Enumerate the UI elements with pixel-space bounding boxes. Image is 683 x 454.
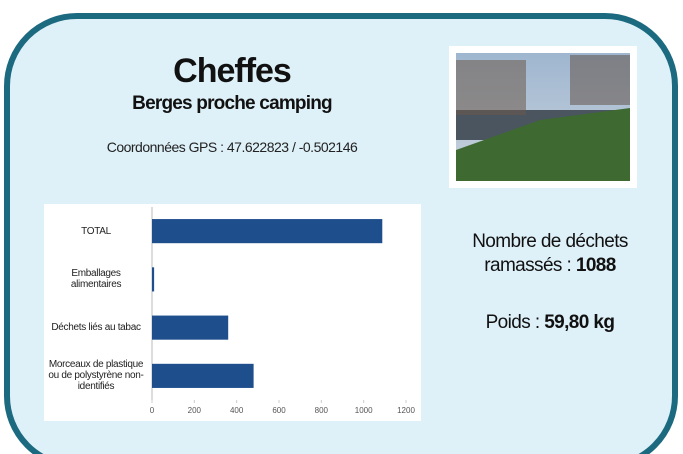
count: 1088	[576, 255, 616, 276]
bar	[152, 267, 154, 291]
y-tick-label: Déchets liés au tabac	[46, 322, 146, 333]
bar	[152, 316, 228, 340]
photo	[449, 46, 637, 188]
bar	[152, 219, 382, 243]
y-tick-label: Morceaux de plastique ou de polystyrène …	[46, 359, 146, 392]
weight-label: Poids :	[486, 312, 540, 333]
x-tick-label: 400	[230, 406, 244, 415]
y-tick-label: TOTAL	[46, 226, 146, 237]
gps: Coordonnées GPS : 47.622823 / -0.502146	[62, 139, 402, 155]
x-tick-label: 1000	[355, 406, 373, 415]
x-tick-label: 800	[315, 406, 329, 415]
y-tick-label: Emballages alimentaires	[46, 268, 146, 290]
x-tick-label: 1200	[397, 406, 415, 415]
page: 0 200 400 600 800 1000 1200 Cheffes Berges pro…	[0, 0, 683, 454]
bar	[152, 364, 254, 388]
subtitle: Berges proche camping	[82, 93, 382, 115]
weight-block: Poids : 59,80 kg	[450, 312, 650, 334]
x-tick-label: 600	[272, 406, 286, 415]
title: Cheffes	[82, 52, 382, 91]
weight: 59,80 kg	[544, 312, 614, 333]
count-block: Nombre de déchets ramassés : 1088	[450, 230, 650, 278]
x-tick-label: 200	[188, 406, 202, 415]
x-tick-label: 0	[150, 406, 155, 415]
